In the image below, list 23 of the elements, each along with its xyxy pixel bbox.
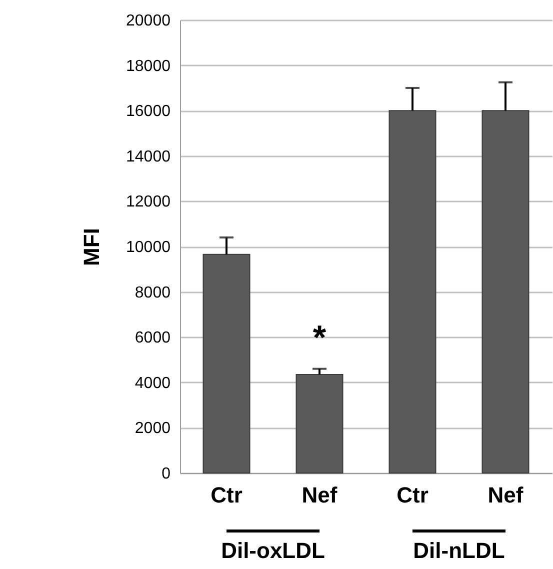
text: Dil-oxLDL	[221, 538, 325, 563]
y-axis-title: MFI	[79, 228, 104, 266]
bar	[482, 110, 530, 474]
y-tick-label: 16000	[126, 103, 171, 120]
bar	[388, 110, 436, 474]
y-tick-label: 12000	[126, 194, 171, 211]
x-tick-label: Ctr	[210, 482, 243, 508]
y-tick-label: 20000	[126, 12, 171, 30]
bar	[202, 254, 250, 474]
x-tick-label: Ctr	[396, 482, 429, 508]
y-tick-label: 4000	[134, 374, 171, 392]
y-tick-label: 14000	[126, 148, 171, 166]
x-tick-label: Nef	[488, 482, 524, 508]
annotation: *	[312, 318, 327, 357]
y-tick-label: 18000	[126, 58, 171, 75]
x-tick-label: Nef	[302, 482, 338, 508]
y-tick-label: 6000	[134, 330, 171, 347]
text: Dil-nLDL	[413, 538, 505, 563]
y-tick-label: 8000	[134, 284, 171, 302]
bar	[296, 374, 344, 474]
y-tick-label: 2000	[134, 420, 171, 438]
y-tick-label: 10000	[126, 239, 171, 256]
y-tick-label: 0	[162, 466, 171, 482]
